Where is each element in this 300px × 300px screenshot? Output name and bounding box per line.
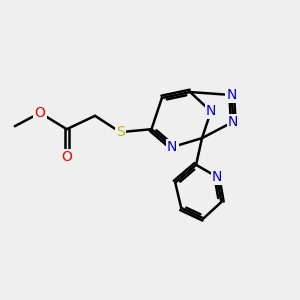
Text: N: N [212,170,222,184]
Text: N: N [226,88,237,102]
Text: N: N [228,115,238,129]
Text: N: N [206,104,216,118]
Text: O: O [34,106,46,120]
Text: N: N [167,140,178,154]
Text: O: O [61,150,72,164]
Text: S: S [116,125,125,139]
